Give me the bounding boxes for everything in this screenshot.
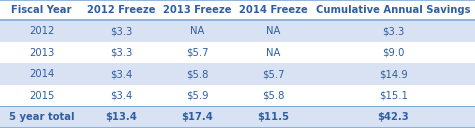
Text: 2012: 2012 [29, 26, 54, 36]
Bar [235, 85, 311, 106]
Text: $5.7: $5.7 [186, 48, 209, 58]
Bar [311, 63, 475, 85]
Text: 2013 Freeze: 2013 Freeze [163, 5, 231, 15]
Text: 2015: 2015 [29, 91, 54, 101]
Text: Cumulative Annual Savings: Cumulative Annual Savings [316, 5, 470, 15]
Bar [311, 20, 475, 42]
Text: Fiscal Year: Fiscal Year [11, 5, 72, 15]
Bar [159, 20, 235, 42]
Text: 2014: 2014 [29, 69, 54, 79]
Bar [83, 106, 159, 128]
Text: $13.4: $13.4 [105, 112, 137, 122]
Bar [83, 0, 159, 20]
Text: $3.3: $3.3 [382, 26, 404, 36]
Text: $17.4: $17.4 [181, 112, 213, 122]
Text: 5 year total: 5 year total [9, 112, 74, 122]
Bar [83, 63, 159, 85]
Bar [235, 106, 311, 128]
Text: 2012 Freeze: 2012 Freeze [87, 5, 155, 15]
Text: $3.4: $3.4 [110, 91, 132, 101]
Bar [159, 85, 235, 106]
Bar [0, 20, 83, 42]
Text: $5.7: $5.7 [262, 69, 285, 79]
Bar [83, 42, 159, 63]
Bar [235, 20, 311, 42]
Bar [0, 63, 83, 85]
Bar [0, 85, 83, 106]
Text: 2013: 2013 [29, 48, 54, 58]
Bar [159, 63, 235, 85]
Bar [311, 106, 475, 128]
Text: $42.3: $42.3 [377, 112, 409, 122]
Bar [159, 0, 235, 20]
Text: NA: NA [266, 26, 280, 36]
Bar [235, 0, 311, 20]
Bar [159, 106, 235, 128]
Text: $15.1: $15.1 [379, 91, 408, 101]
Text: $5.8: $5.8 [186, 69, 209, 79]
Text: $3.3: $3.3 [110, 26, 132, 36]
Bar [159, 42, 235, 63]
Bar [0, 42, 83, 63]
Bar [0, 0, 83, 20]
Bar [83, 20, 159, 42]
Bar [235, 42, 311, 63]
Bar [311, 42, 475, 63]
Bar [311, 85, 475, 106]
Text: $5.8: $5.8 [262, 91, 285, 101]
Text: $11.5: $11.5 [257, 112, 289, 122]
Text: 2014 Freeze: 2014 Freeze [239, 5, 307, 15]
Text: NA: NA [266, 48, 280, 58]
Text: $5.9: $5.9 [186, 91, 209, 101]
Text: $3.4: $3.4 [110, 69, 132, 79]
Text: NA: NA [190, 26, 204, 36]
Bar [83, 85, 159, 106]
Bar [0, 106, 83, 128]
Bar [311, 0, 475, 20]
Text: $9.0: $9.0 [382, 48, 404, 58]
Text: $14.9: $14.9 [379, 69, 408, 79]
Bar [235, 63, 311, 85]
Text: $3.3: $3.3 [110, 48, 132, 58]
